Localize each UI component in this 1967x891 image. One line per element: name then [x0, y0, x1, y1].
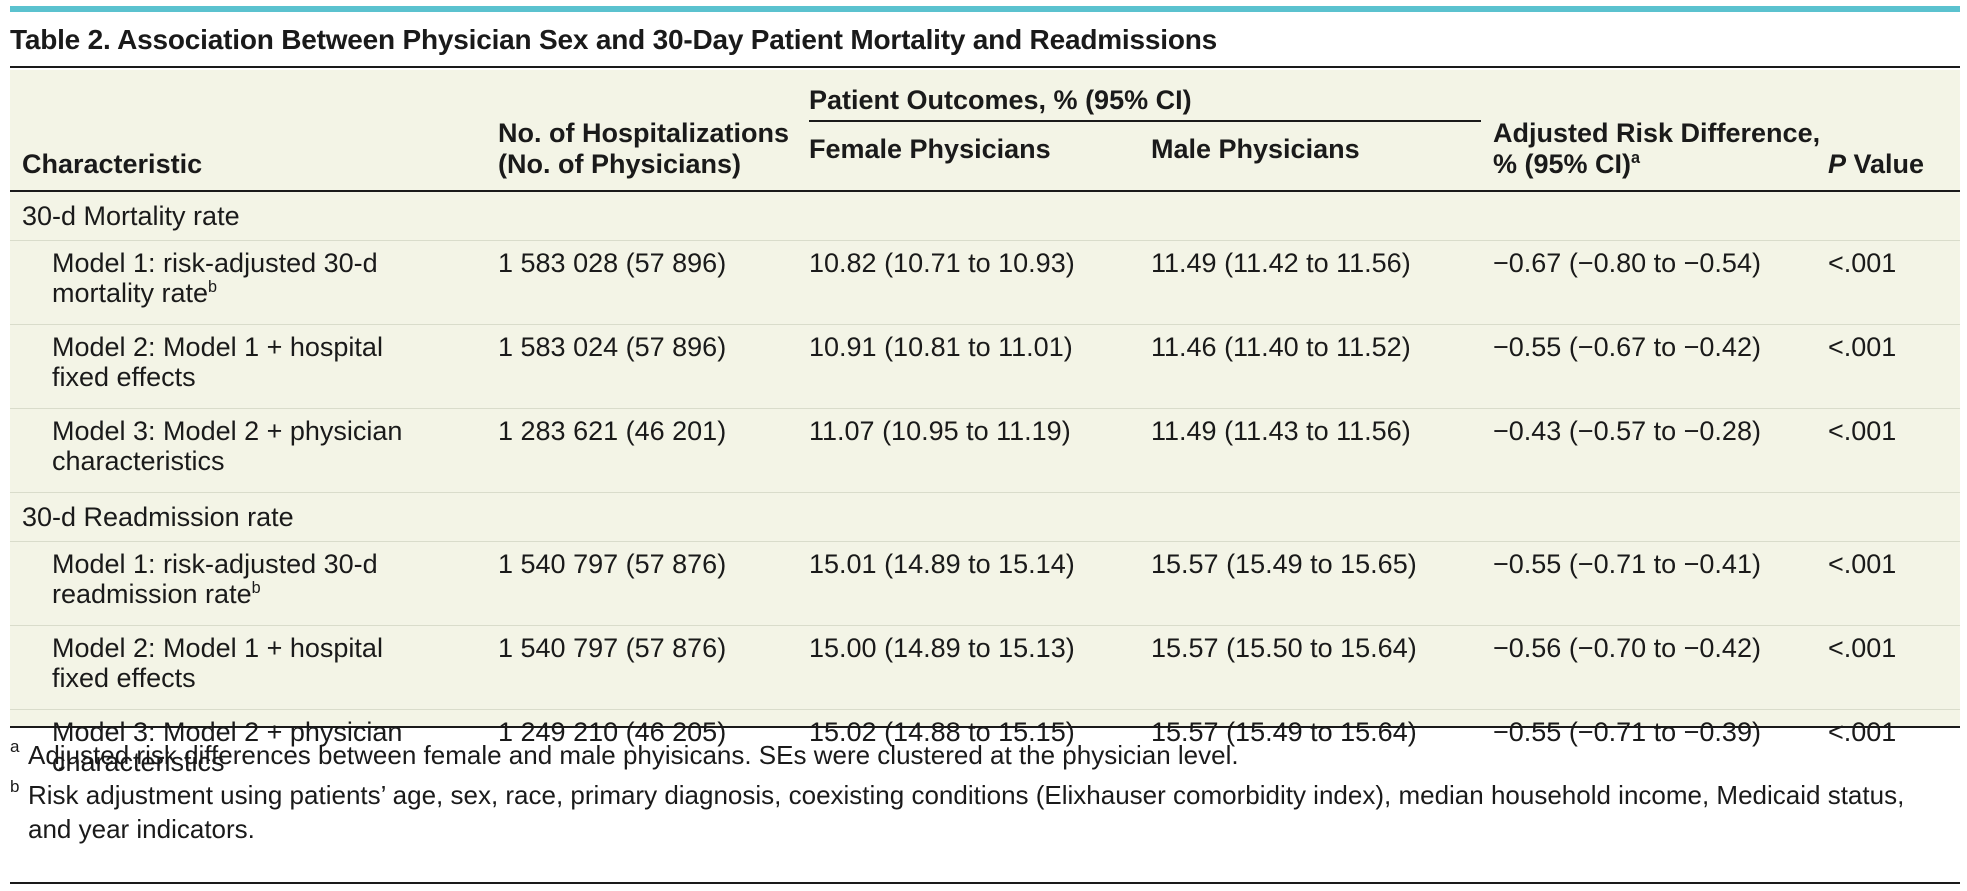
table-row: Model 3: Model 2 + physician characterist… — [10, 408, 1960, 493]
cell-male: 15.57 (15.49 to 15.64) — [1151, 709, 1493, 793]
header-p-value: P Value — [1828, 149, 1925, 179]
data-table: Characteristic No. of Hospitalizations (… — [10, 70, 1960, 793]
row-label: Model 1: risk-adjusted 30-d mortality rat… — [10, 240, 498, 325]
table-row: Model 2: Model 1 + hospital fixed effects… — [10, 625, 1960, 710]
header-male-physicians: Male Physicians — [1151, 134, 1360, 164]
cell-risk-difference: −0.55 (−0.71 to −0.41) — [1493, 541, 1828, 626]
cell-risk-difference: −0.55 (−0.67 to −0.42) — [1493, 324, 1828, 409]
cell-hospitalizations: 1 540 797 (57 876) — [498, 541, 809, 626]
data-table-container: Characteristic No. of Hospitalizations (… — [10, 70, 1960, 793]
cell-female: 15.01 (14.89 to 15.14) — [809, 541, 1151, 626]
cell-risk-difference: −0.43 (−0.57 to −0.28) — [1493, 408, 1828, 493]
cell-hospitalizations: 1 249 210 (46 205) — [498, 709, 809, 793]
top-accent-rule — [10, 6, 1960, 12]
footnotes: a Adjusted risk differences between fema… — [10, 737, 1960, 846]
header-characteristic: Characteristic — [22, 149, 203, 179]
group-label: 30-d Mortality rate — [22, 201, 240, 231]
cell-female: 10.91 (10.81 to 11.01) — [809, 324, 1151, 409]
header-patient-outcomes: Patient Outcomes, % (95% CI) — [809, 70, 1493, 122]
cell-male: 11.49 (11.42 to 11.56) — [1151, 240, 1493, 325]
cell-p-value: <.001 — [1828, 324, 1960, 409]
cell-hospitalizations: 1 583 028 (57 896) — [498, 240, 809, 325]
cell-male: 15.57 (15.50 to 15.64) — [1151, 625, 1493, 710]
footnote-mark-b: b — [208, 278, 218, 296]
footnote-mark-a: a — [1631, 149, 1641, 167]
header-female-physicians: Female Physicians — [809, 134, 1051, 164]
row-label: Model 2: Model 1 + hospital fixed effects — [10, 625, 498, 710]
footnote-b-text-line-1: Risk adjustment using patients’ age, sex… — [28, 780, 1905, 810]
row-label: Model 3: Model 2 + physician characterist… — [10, 709, 498, 793]
group-row-mortality: 30-d Mortality rate — [10, 191, 1960, 241]
group-label: 30-d Readmission rate — [10, 492, 1960, 542]
cell-female: 10.82 (10.71 to 10.93) — [809, 240, 1151, 325]
footnote-b-mark: b — [10, 777, 20, 796]
cell-female: 15.02 (14.88 to 15.15) — [809, 709, 1151, 793]
cell-p-value: <.001 — [1828, 709, 1960, 793]
row-label: Model 3: Model 2 + physician characterist… — [10, 408, 498, 493]
cell-hospitalizations: 1 583 024 (57 896) — [498, 324, 809, 409]
table-row: Model 1: risk-adjusted 30-d readmission r… — [10, 541, 1960, 626]
cell-hospitalizations: 1 283 621 (46 201) — [498, 408, 809, 493]
footnote-b-text-line-2: and year indicators. — [28, 814, 255, 844]
cell-male: 11.49 (11.43 to 11.56) — [1151, 408, 1493, 493]
footnote-a-text: Adjusted risk differences between female… — [28, 740, 1239, 770]
table-row: Model 3: Model 2 + physician characterist… — [10, 709, 1960, 793]
cell-p-value: <.001 — [1828, 240, 1960, 325]
footnote-a: a Adjusted risk differences between fema… — [10, 737, 1960, 772]
footnote-mark-b: b — [251, 579, 261, 597]
cell-p-value: <.001 — [1828, 408, 1960, 493]
patient-outcomes-rule — [809, 120, 1481, 122]
cell-hospitalizations: 1 540 797 (57 876) — [498, 625, 809, 710]
table-title: Table 2. Association Between Physician S… — [10, 24, 1218, 55]
cell-p-value: <.001 — [1828, 625, 1960, 710]
cell-p-value: <.001 — [1828, 541, 1960, 626]
cell-female: 15.00 (14.89 to 15.13) — [809, 625, 1151, 710]
cell-female: 11.07 (10.95 to 11.19) — [809, 408, 1151, 493]
title-rule — [10, 66, 1960, 68]
footnote-a-mark: a — [10, 737, 20, 756]
cell-risk-difference: −0.55 (−0.71 to −0.39) — [1493, 709, 1828, 793]
header-risk-difference: Adjusted Risk Difference, % (95% CI)a — [1493, 118, 1821, 179]
group-row-readmission: 30-d Readmission rate — [10, 492, 1960, 542]
cell-risk-difference: −0.67 (−0.80 to −0.54) — [1493, 240, 1828, 325]
table-row: Model 1: risk-adjusted 30-d mortality rat… — [10, 240, 1960, 325]
row-label: Model 2: Model 1 + hospital fixed effects — [10, 324, 498, 409]
header-hospitalizations: No. of Hospitalizations (No. of Physicia… — [498, 118, 790, 179]
row-label: Model 1: risk-adjusted 30-d readmission r… — [10, 541, 498, 626]
cell-male: 15.57 (15.49 to 15.65) — [1151, 541, 1493, 626]
footnote-b: b Risk adjustment using patients’ age, s… — [10, 777, 1960, 846]
table-row: Model 2: Model 1 + hospital fixed effects… — [10, 324, 1960, 409]
bottom-rule — [10, 882, 1960, 884]
cell-risk-difference: −0.56 (−0.70 to −0.42) — [1493, 625, 1828, 710]
cell-male: 11.46 (11.40 to 11.52) — [1151, 324, 1493, 409]
table-body: 30-d Mortality rate Model 1: risk-adjust… — [10, 191, 1960, 793]
